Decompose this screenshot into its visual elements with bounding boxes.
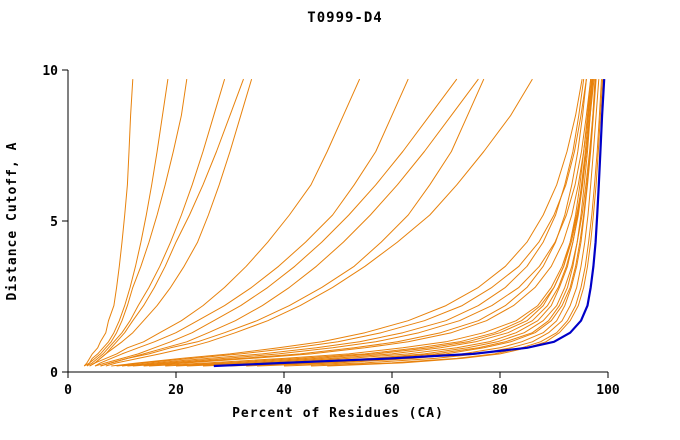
series-model-01: [229, 79, 594, 367]
series-model-18: [127, 79, 592, 367]
series-model-12: [165, 79, 594, 367]
x-tick-label: 40: [276, 383, 292, 398]
y-tick-label: 0: [50, 366, 58, 381]
series-model-24: [89, 78, 361, 367]
series-model-28: [86, 79, 188, 367]
y-tick-label: 10: [42, 64, 58, 79]
series-model-29: [83, 79, 169, 367]
series-model-10: [186, 79, 593, 367]
series-model-17: [116, 79, 587, 367]
series-model-26: [86, 78, 226, 367]
x-tick-label: 60: [384, 383, 400, 398]
series-model-05: [283, 79, 600, 367]
series-model-25: [89, 78, 244, 367]
x-tick-label: 20: [168, 383, 184, 398]
chart-title: T0999-D4: [307, 10, 382, 26]
series-best-model: [213, 79, 606, 368]
y-axis-label: Distance Cutoff, A: [5, 142, 20, 301]
series-model-22: [100, 78, 485, 367]
series-model-21: [94, 78, 458, 367]
series-model-16: [143, 79, 593, 367]
x-tick-label: 0: [64, 383, 72, 398]
series-model-15: [111, 79, 583, 367]
series-model-23: [94, 78, 409, 367]
series-model-13: [132, 79, 587, 367]
series-model-19: [105, 78, 533, 367]
series-model-14: [121, 79, 585, 367]
series-model-11: [327, 79, 604, 367]
x-tick-label: 80: [492, 383, 508, 398]
series-model-07: [310, 79, 602, 367]
series-model-04: [175, 79, 592, 367]
series-model-30: [83, 79, 134, 367]
x-axis-label: Percent of Residues (CA): [232, 406, 444, 421]
series-layer: [83, 78, 606, 368]
x-tick-label: 100: [596, 383, 620, 398]
series-model-02: [202, 79, 593, 367]
axes-layer: 0 20 40 60 80 100 0 5 10: [42, 64, 620, 398]
series-model-20: [100, 78, 479, 367]
series-model-08: [219, 79, 597, 367]
series-model-27: [89, 78, 253, 367]
y-tick-label: 5: [50, 215, 58, 230]
